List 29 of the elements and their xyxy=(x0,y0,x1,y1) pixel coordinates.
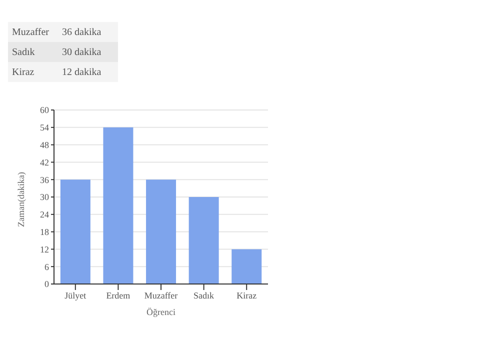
text: Kiraz xyxy=(11,66,36,78)
x-tick-label: Erdem xyxy=(106,290,130,300)
y-tick-label: 42 xyxy=(40,157,49,168)
bar xyxy=(103,127,134,284)
x-tick-label: Muzaffer xyxy=(144,290,178,300)
x-tick-label: Jülyet xyxy=(64,290,87,300)
text: Sadık xyxy=(11,46,36,58)
bar xyxy=(146,180,176,284)
y-tick-label: 0 xyxy=(44,279,50,290)
bar xyxy=(60,180,90,284)
x-tick-label: Kiraz xyxy=(236,290,257,300)
y-tick-label: 24 xyxy=(40,210,50,220)
y-tick-label: 18 xyxy=(40,226,50,237)
text: 36 dakika xyxy=(62,26,102,38)
bar xyxy=(188,197,219,284)
bar xyxy=(232,249,262,284)
y-tick-label: 12 xyxy=(40,244,49,254)
y-tick-label: 6 xyxy=(44,262,50,272)
y-tick-label: 36 xyxy=(40,174,50,185)
y-tick-label: 60 xyxy=(40,105,50,116)
y-tick-label: 48 xyxy=(40,140,50,150)
text: 30 dakika xyxy=(62,46,102,58)
y-tick-label: 30 xyxy=(40,192,50,202)
x-tick-label: Sadık xyxy=(194,290,215,300)
y-axis-title: Zaman(dakika) xyxy=(16,172,26,227)
y-tick-label: 54 xyxy=(40,122,50,133)
text: Muzaffer xyxy=(11,26,50,38)
text: 12 dakika xyxy=(62,66,102,78)
x-axis-title: Öğrenci xyxy=(146,307,176,317)
